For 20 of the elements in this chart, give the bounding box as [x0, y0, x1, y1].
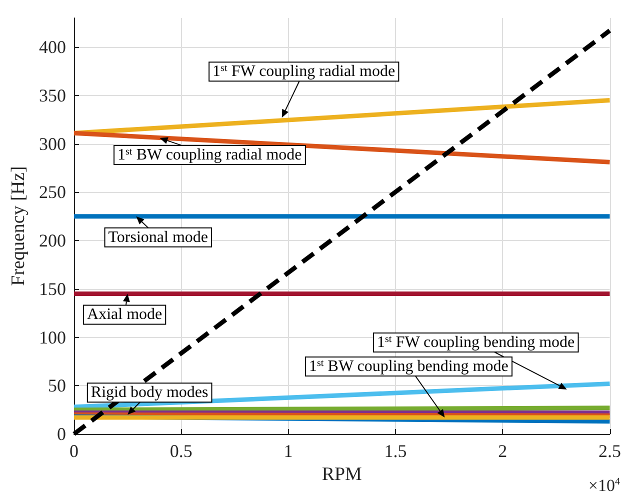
- x-tick-label: 1.5: [384, 441, 407, 461]
- y-tick-label: 300: [39, 134, 66, 154]
- y-tick-label: 100: [39, 327, 66, 348]
- y-tick-label: 0: [57, 424, 66, 444]
- y-tick-label: 200: [39, 230, 66, 251]
- annotation: Torsional mode: [108, 228, 208, 246]
- y-tick-label: 150: [39, 278, 66, 299]
- y-tick-label: 400: [39, 37, 66, 58]
- y-tick-label: 250: [39, 182, 66, 202]
- x-tick-label: 0.5: [170, 441, 192, 461]
- y-tick-label: 50: [48, 376, 66, 396]
- x-tick-label: 2: [498, 441, 508, 461]
- annotation: Axial mode: [87, 306, 162, 324]
- x-axis-title: RPM: [322, 464, 362, 485]
- y-axis-title: Frequency [Hz]: [8, 166, 29, 286]
- x-tick-label: 2.5: [598, 441, 621, 461]
- annotation: Rigid body modes: [90, 384, 208, 402]
- x-tick-label: 0: [70, 441, 78, 461]
- x-tick-label: 1: [284, 441, 293, 461]
- y-tick-label: 350: [39, 85, 66, 106]
